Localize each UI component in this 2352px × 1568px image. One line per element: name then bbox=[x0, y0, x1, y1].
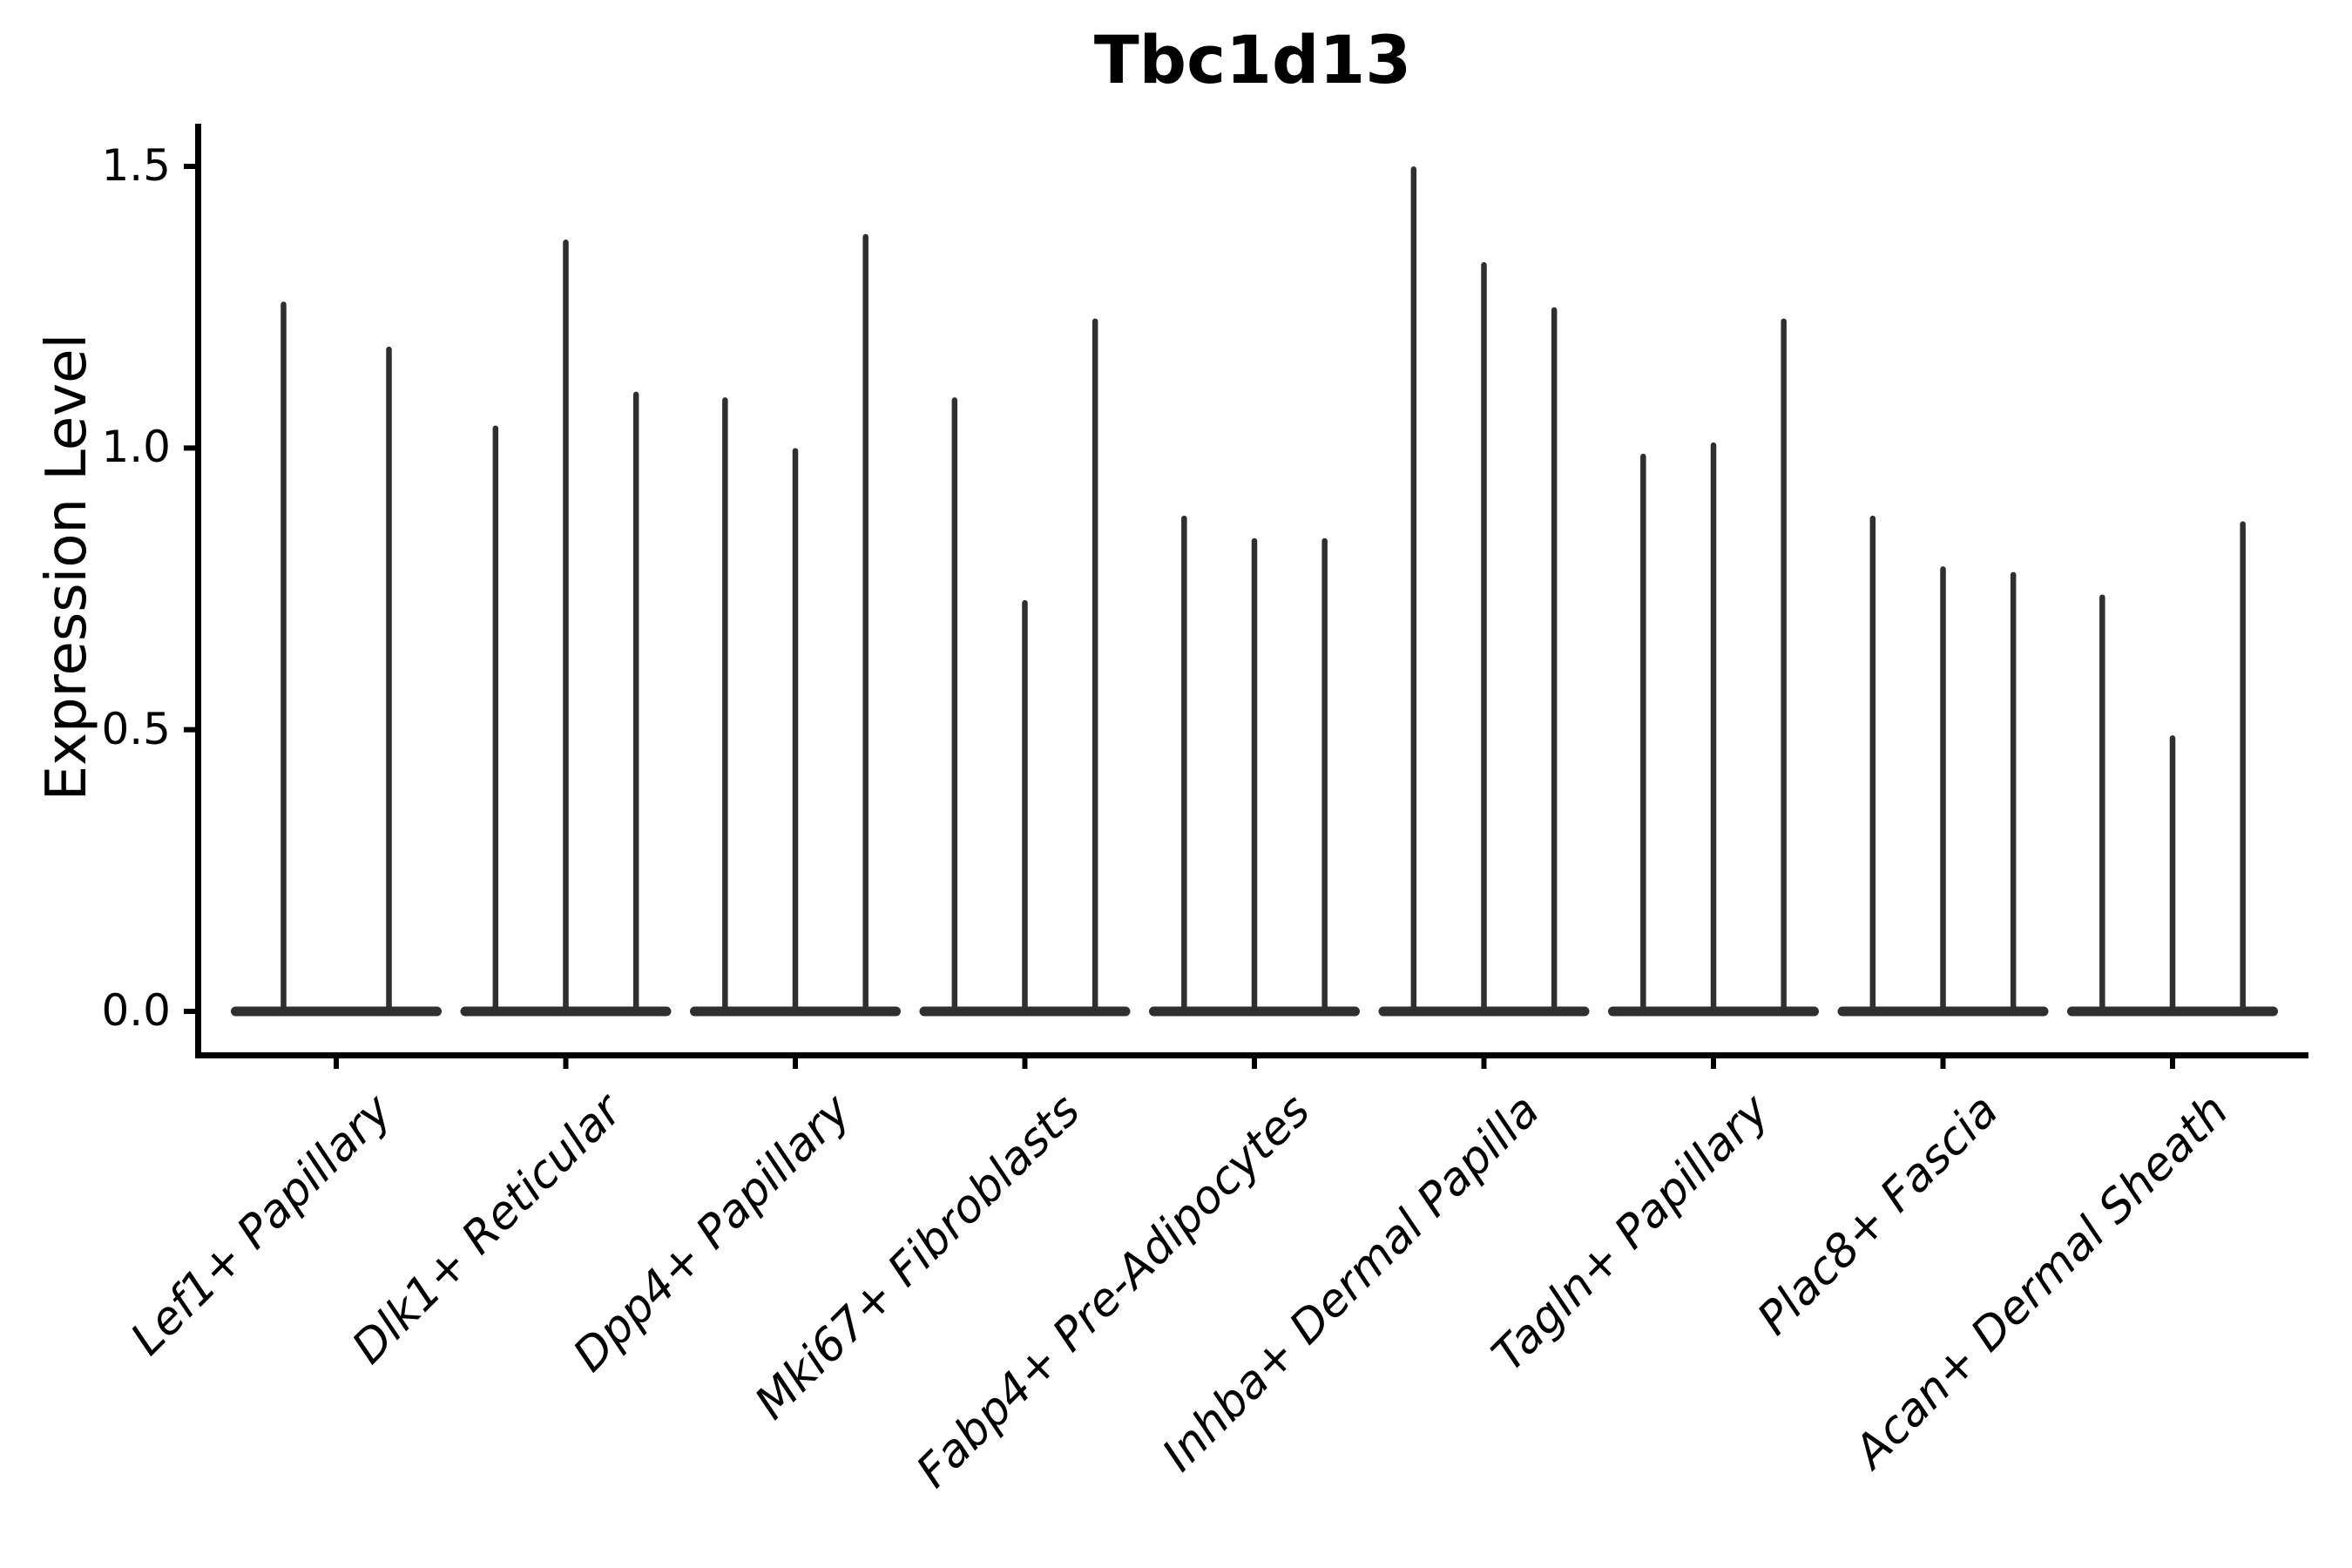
y-tick-label: 1.0 bbox=[101, 422, 171, 473]
x-axis-spine bbox=[195, 1052, 2308, 1058]
y-tick-label: 0.0 bbox=[101, 984, 171, 1036]
x-tick-mark bbox=[1252, 1058, 1257, 1069]
y-tick-mark bbox=[184, 163, 195, 169]
y-axis-label: Expression Level bbox=[35, 333, 99, 801]
x-tick-mark bbox=[793, 1058, 798, 1069]
x-tick-mark bbox=[334, 1058, 339, 1069]
y-tick-mark bbox=[184, 727, 195, 733]
y-tick-label: 0.5 bbox=[101, 703, 171, 754]
x-tick-mark bbox=[563, 1058, 569, 1069]
y-axis-spine bbox=[195, 124, 201, 1058]
chart-title: Tbc1d13 bbox=[1093, 21, 1412, 98]
x-tick-mark bbox=[2170, 1058, 2175, 1069]
y-tick-mark bbox=[184, 1009, 195, 1014]
x-tick-mark bbox=[1711, 1058, 1716, 1069]
y-tick-mark bbox=[184, 445, 195, 451]
violin-base-strip bbox=[231, 1006, 442, 1017]
x-tick-mark bbox=[1481, 1058, 1487, 1069]
x-tick-mark bbox=[1940, 1058, 1946, 1069]
y-tick-label: 1.5 bbox=[101, 139, 171, 191]
x-tick-mark bbox=[1022, 1058, 1028, 1069]
